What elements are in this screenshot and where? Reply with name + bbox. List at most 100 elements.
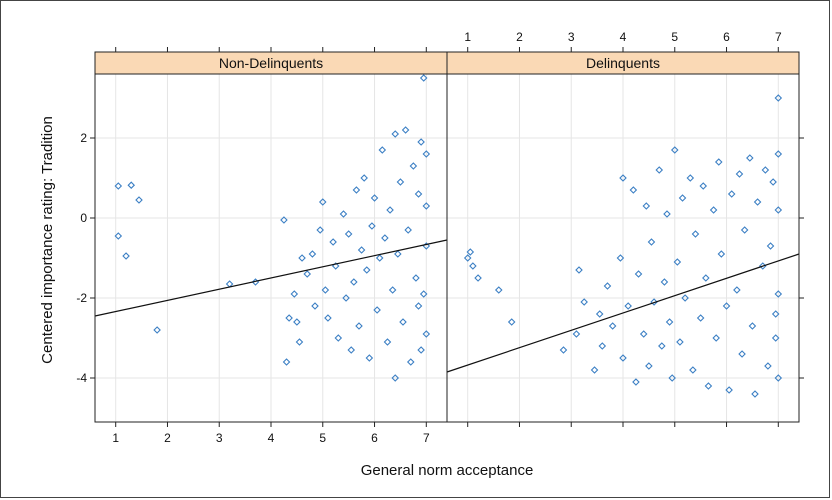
x-tick-label: 4 [268,431,275,445]
data-point [712,334,720,342]
x-tick-label-top: 3 [568,30,575,44]
data-point [334,334,343,342]
data-point [676,338,684,346]
data-point [404,226,412,234]
x-tick-label-top: 4 [620,30,627,44]
x-tick-label-top: 6 [723,30,730,44]
data-point [409,162,418,170]
data-point [350,278,358,286]
x-tick-label-top: 2 [516,30,523,44]
data-point [388,286,397,294]
data-point [280,216,288,224]
data-point [717,250,726,258]
data-point [347,346,356,354]
data-point [401,126,410,134]
data-point [419,290,428,298]
data-point [386,206,394,214]
data-point [417,138,425,146]
data-point [575,266,583,274]
data-point [774,150,783,158]
data-point [722,302,731,310]
data-point [670,146,679,154]
data-point [727,190,736,198]
data-point [396,178,405,186]
data-point [316,226,324,234]
data-point [391,374,400,382]
data-point [699,182,708,190]
data-point [632,378,640,386]
data-point [559,346,568,354]
data-point [375,254,384,262]
data-point [738,350,746,358]
data-point [678,194,687,202]
data-point [668,374,676,382]
data-point [619,174,627,182]
x-tick-label-top: 1 [464,30,471,44]
data-point [691,230,700,238]
y-tick-label: -2 [76,291,87,305]
data-point [417,346,425,354]
data-point [774,94,783,102]
data-point [494,286,503,294]
data-point [381,234,389,242]
data-point [771,310,780,318]
data-point [463,254,472,262]
data-point [355,322,363,330]
data-point [414,302,423,310]
data-point [735,170,744,178]
data-point [360,174,368,182]
data-point [394,250,402,258]
data-point [122,252,130,260]
data-point [639,330,648,338]
data-point [422,330,431,338]
data-point [619,354,627,362]
data-point [629,186,638,194]
data-point [422,202,431,210]
data-point [153,326,161,334]
data-point [660,278,669,286]
data-point [339,210,348,218]
data-point [771,334,780,342]
data-point [466,248,475,256]
data-point [753,198,762,206]
data-point [774,290,783,298]
y-tick-label: 2 [80,131,87,145]
data-point [746,154,754,162]
data-point [422,150,431,158]
data-point [295,338,304,346]
data-point [399,318,407,326]
data-point [391,130,400,138]
panel-frames-layer [94,73,800,423]
data-point [580,298,588,306]
data-point [507,318,516,326]
data-point [114,182,123,190]
x-tick-label: 2 [164,431,171,445]
points-layer [114,74,783,398]
data-point [704,382,713,390]
data-point [373,306,381,314]
data-point [406,358,415,366]
data-point [282,358,291,366]
data-point [308,250,317,258]
data-point [673,258,682,266]
data-point [714,158,723,166]
data-point [642,202,651,210]
x-tick-label: 3 [216,431,223,445]
data-point [764,362,772,370]
y-tick-label: 0 [80,211,87,225]
data-point [344,230,353,238]
data-point [362,266,371,274]
data-point [725,386,733,394]
data-point [769,178,777,186]
data-point [114,232,123,240]
data-point [616,254,625,262]
data-point [383,338,392,346]
data-point [412,274,420,282]
fit-lines-layer [94,239,800,373]
data-point [647,238,656,246]
x-axis-title: General norm acceptance [361,462,534,479]
data-point [303,270,312,278]
data-point [663,210,671,218]
data-point [603,282,612,290]
